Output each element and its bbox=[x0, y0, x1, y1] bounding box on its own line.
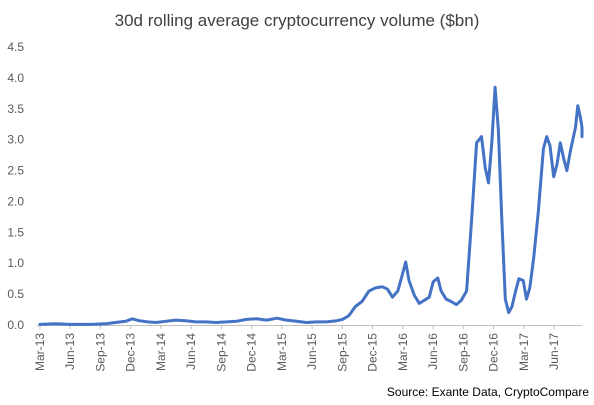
x-tick-label: Jun-16 bbox=[426, 333, 440, 370]
y-tick-label: 2.0 bbox=[7, 194, 24, 208]
y-tick-label: 0.5 bbox=[7, 287, 24, 301]
y-tick-label: 4.5 bbox=[7, 40, 24, 54]
x-tick-label: Jun-14 bbox=[184, 333, 198, 370]
x-axis-tick-labels: Mar-13 Jun-13 Sep-13 Dec-13 Mar-14 Jun-14 Sep-… bbox=[33, 333, 561, 372]
x-tick-label: Dec-13 bbox=[124, 333, 138, 372]
y-tick-label: 2.5 bbox=[7, 164, 24, 178]
x-axis-tick-marks bbox=[39, 325, 555, 329]
x-tick-label: Sep-16 bbox=[456, 333, 470, 372]
x-tick-label: Sep-15 bbox=[335, 333, 349, 372]
source-note: Source: Exante Data, CryptoCompare bbox=[387, 385, 589, 399]
x-tick-label: Mar-16 bbox=[396, 333, 410, 371]
x-tick-label: Mar-15 bbox=[275, 333, 289, 371]
y-tick-label: 0.0 bbox=[7, 318, 24, 332]
y-tick-label: 3.0 bbox=[7, 133, 24, 147]
x-tick-label: Jun-17 bbox=[547, 333, 561, 370]
y-tick-label: 3.5 bbox=[7, 102, 24, 116]
y-tick-label: 1.5 bbox=[7, 225, 24, 239]
x-tick-label: Sep-14 bbox=[214, 333, 228, 372]
x-tick-label: Jun-15 bbox=[305, 333, 319, 370]
x-tick-label: Dec-16 bbox=[487, 333, 501, 372]
chart-title: 30d rolling average cryptocurrency volum… bbox=[115, 11, 480, 30]
y-tick-label: 1.0 bbox=[7, 256, 24, 270]
x-tick-label: Mar-14 bbox=[154, 333, 168, 371]
y-tick-label: 4.0 bbox=[7, 71, 24, 85]
x-tick-label: Dec-15 bbox=[366, 333, 380, 372]
y-axis-tick-labels: 0.0 0.5 1.0 1.5 2.0 2.5 3.0 3.5 4.0 4.5 bbox=[7, 40, 24, 332]
x-tick-label: Mar-17 bbox=[517, 333, 531, 371]
x-tick-label: Dec-14 bbox=[245, 333, 259, 372]
x-tick-label: Sep-13 bbox=[93, 333, 107, 372]
x-tick-label: Jun-13 bbox=[63, 333, 77, 370]
x-tick-label: Mar-13 bbox=[33, 333, 47, 371]
series-line-volume bbox=[38, 85, 584, 326]
